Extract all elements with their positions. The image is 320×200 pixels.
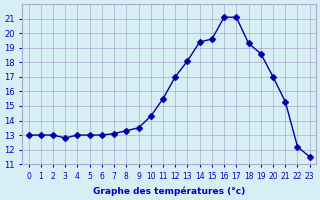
X-axis label: Graphe des températures (°c): Graphe des températures (°c) <box>93 186 245 196</box>
